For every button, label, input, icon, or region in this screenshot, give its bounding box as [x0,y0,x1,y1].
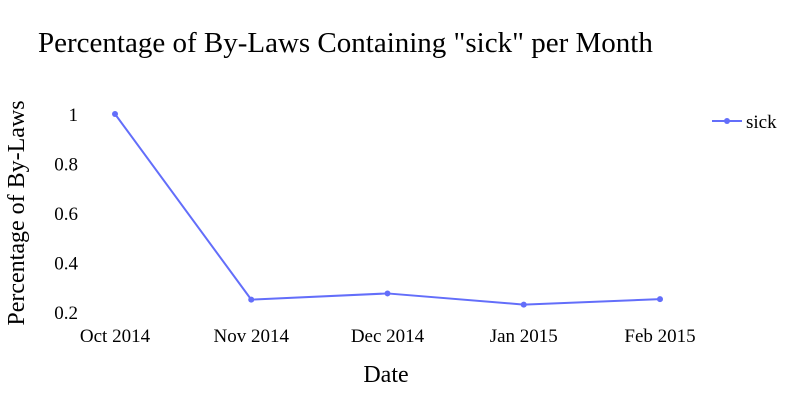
x-tick-label: Jan 2015 [490,326,558,347]
plot-area [112,111,663,308]
x-tick-label: Oct 2014 [80,326,151,347]
x-tick-label: Dec 2014 [351,326,425,347]
data-point[interactable] [520,301,527,308]
x-axis-ticks: Oct 2014 Nov 2014 Dec 2014 Jan 2015 Feb 2015 [80,326,696,347]
y-tick-label: 0.2 [54,303,78,324]
data-point[interactable] [112,111,118,117]
y-tick-label: 0.6 [54,204,78,225]
legend-label-sick: sick [746,112,777,133]
chart-title: Percentage of By-Laws Containing "sick" … [38,27,653,59]
x-tick-label: Nov 2014 [214,326,290,347]
legend-marker-sick [724,118,730,124]
legend[interactable]: sick [712,112,777,133]
data-point[interactable] [384,290,391,297]
x-tick-label: Feb 2015 [624,326,695,347]
series-line-sick [114,113,661,306]
y-tick-label: 0.8 [54,155,78,176]
y-axis-ticks: 0.2 0.4 0.6 0.8 1 [54,105,78,324]
y-tick-label: 0.4 [54,254,78,275]
y-axis-title: Percentage of By-Laws [4,100,30,325]
data-point[interactable] [657,296,663,303]
y-tick-label: 1 [69,105,79,126]
data-point[interactable] [248,296,255,303]
x-axis-title: Date [363,362,408,388]
